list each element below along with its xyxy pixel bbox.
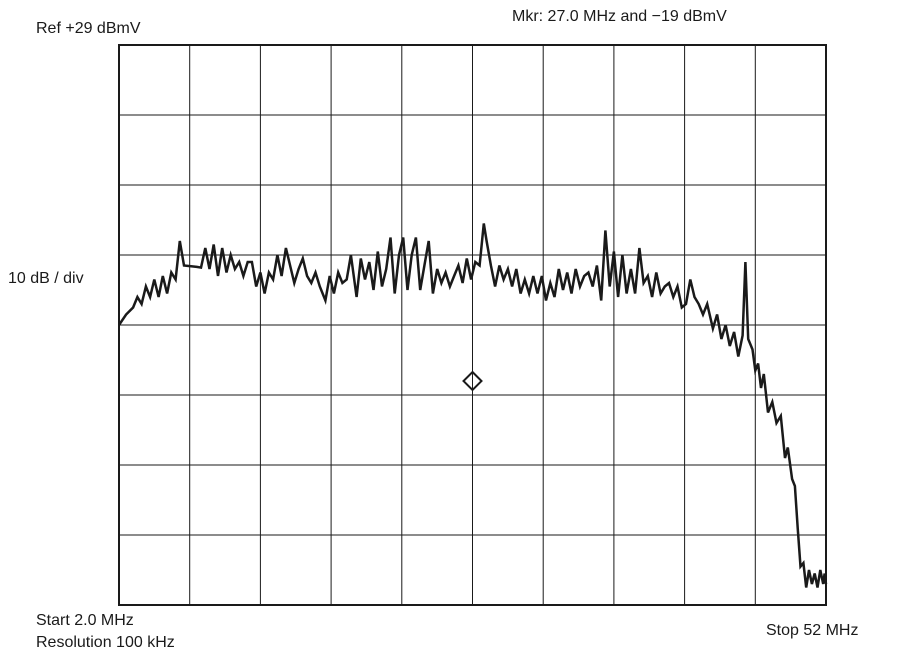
plot-grid — [119, 45, 826, 605]
stop-frequency-label: Stop 52 MHz — [766, 622, 859, 639]
resolution-bandwidth-label: Resolution 100 kHz — [36, 634, 175, 651]
trace-group — [117, 223, 828, 588]
marker-diamond — [462, 370, 483, 392]
reference-level-label: Ref +29 dBmV — [36, 20, 141, 37]
vertical-scale-label: 10 dB / div — [8, 270, 84, 287]
marker-readout-label: Mkr: 27.0 MHz and −19 dBmV — [512, 8, 727, 25]
spectrum-trace-line — [117, 223, 828, 588]
start-frequency-label: Start 2.0 MHz — [36, 612, 134, 629]
